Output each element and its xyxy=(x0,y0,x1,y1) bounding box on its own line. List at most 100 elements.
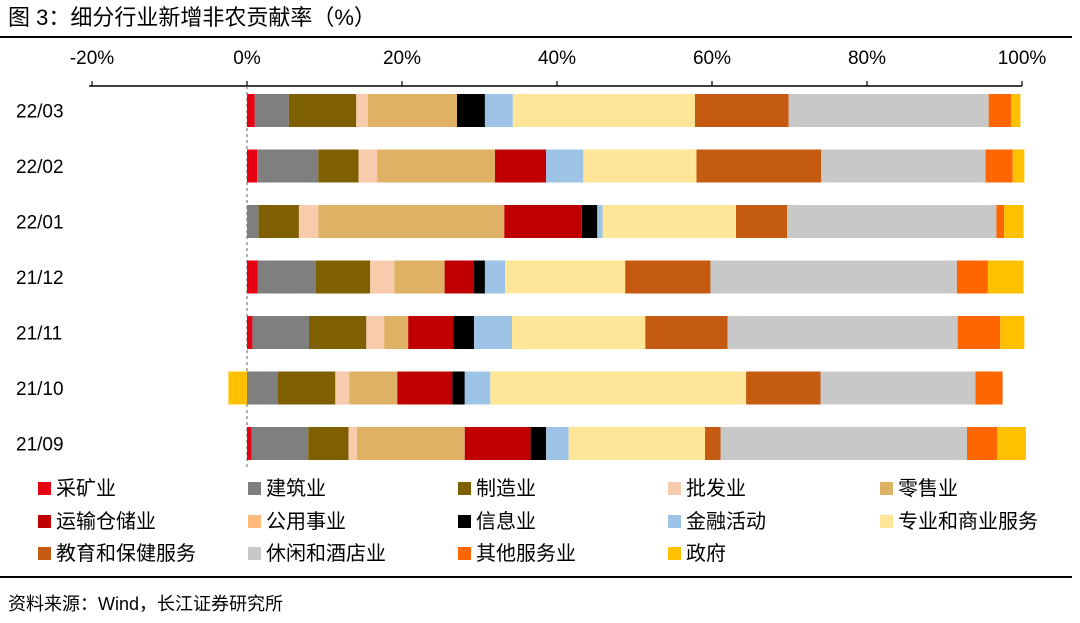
bar-segment-series-0-22-03 xyxy=(247,94,255,127)
y-tick-label: 21/12 xyxy=(16,268,64,289)
x-tick-label: -20% xyxy=(70,48,114,69)
legend-swatch xyxy=(880,515,893,528)
y-tick-label: 22/03 xyxy=(16,102,64,123)
bar-segment-series-5-21-12 xyxy=(444,260,475,294)
bar-segment-series-9-21-11 xyxy=(512,316,646,349)
bar-segment-series-13-21-10 xyxy=(228,371,247,405)
legend-label: 采矿业 xyxy=(56,477,116,500)
bar-segment-series-13-21-11 xyxy=(1000,316,1025,349)
bar-segment-series-13-22-02 xyxy=(1012,149,1025,183)
bar-segment-series-1-21-11 xyxy=(252,316,309,349)
legend-label: 教育和保健服务 xyxy=(56,542,196,565)
bar-segment-series-3-21-10 xyxy=(335,371,350,405)
y-tick-label: 21/11 xyxy=(16,324,62,345)
bar-segment-series-3-21-09 xyxy=(348,427,358,460)
bar-segment-series-7-22-03 xyxy=(457,94,485,127)
legend-swatch xyxy=(880,482,893,495)
y-tick-label: 22/02 xyxy=(16,157,64,178)
bar-segment-series-3-21-12 xyxy=(370,260,395,294)
bar-segment-series-3-22-01 xyxy=(298,205,319,238)
bar-segment-series-11-21-11 xyxy=(727,316,958,349)
bar-segment-series-2-21-10 xyxy=(278,371,336,405)
bar-segment-series-9-21-10 xyxy=(490,371,747,405)
bar-segment-series-1-22-01 xyxy=(247,205,259,238)
bar-segment-series-1-21-12 xyxy=(257,260,316,294)
bar-segment-series-7-21-09 xyxy=(530,427,547,460)
bar-segment-series-5-21-10 xyxy=(397,371,453,405)
bar-segment-series-9-22-02 xyxy=(583,149,697,183)
legend-label: 批发业 xyxy=(686,477,746,500)
bar-segment-series-0-21-12 xyxy=(247,260,258,294)
bar-segment-series-7-21-12 xyxy=(474,260,485,294)
legend-label: 政府 xyxy=(686,542,726,565)
bar-segment-series-11-21-12 xyxy=(710,260,957,294)
bar-segment-series-3-22-02 xyxy=(358,149,378,183)
bar-segment-series-0-21-09 xyxy=(247,427,252,460)
bar-segment-series-11-22-02 xyxy=(821,149,986,183)
legend-swatch xyxy=(38,482,51,495)
bar-segment-series-2-21-12 xyxy=(315,260,371,294)
legend-label: 金融活动 xyxy=(686,510,766,533)
bar-segment-series-9-22-01 xyxy=(602,205,737,238)
legend-swatch xyxy=(248,515,261,528)
legend-label: 建筑业 xyxy=(266,477,326,500)
bar-segment-series-12-21-12 xyxy=(956,260,988,294)
bar-segment-series-10-21-12 xyxy=(625,260,711,294)
legend-label: 公用事业 xyxy=(266,510,346,533)
bar-segment-series-9-21-09 xyxy=(568,427,706,460)
legend-swatch xyxy=(668,482,681,495)
legend-label: 信息业 xyxy=(476,510,536,533)
bar-segment-series-2-22-03 xyxy=(288,94,357,127)
legend-label: 制造业 xyxy=(476,477,536,500)
bar-segment-series-2-22-02 xyxy=(318,149,359,183)
plot-area xyxy=(228,94,1026,460)
bar-segment-series-5-21-11 xyxy=(408,316,454,349)
bar-segment-series-5-22-01 xyxy=(504,205,582,238)
bar-segment-series-4-22-01 xyxy=(318,205,505,238)
legend-swatch xyxy=(668,547,681,560)
legend-swatch xyxy=(248,482,261,495)
bar-segment-series-0-22-02 xyxy=(247,149,258,183)
x-tick-label: 20% xyxy=(383,48,421,69)
bar-segment-series-7-22-01 xyxy=(581,205,598,238)
bar-segment-series-12-21-09 xyxy=(966,427,998,460)
legend-swatch xyxy=(458,515,471,528)
legend-label: 其他服务业 xyxy=(476,542,576,565)
bar-segment-series-7-21-10 xyxy=(452,371,465,405)
legend-swatch xyxy=(668,515,681,528)
bar-segment-series-13-21-12 xyxy=(987,260,1024,294)
bar-segment-series-12-21-11 xyxy=(957,316,1001,349)
bar-segment-series-10-22-01 xyxy=(736,205,788,238)
bar-segment-series-5-22-02 xyxy=(495,149,547,183)
bar-segment-series-12-22-03 xyxy=(988,94,1012,127)
bar-segment-series-3-21-11 xyxy=(366,316,385,349)
y-axis-labels: 22/03 22/02 22/01 21/12 21/11 21/10 21/09 xyxy=(16,102,64,456)
bar-segment-series-9-21-12 xyxy=(505,260,626,294)
source-note: 资料来源：Wind，长江证券研究所 xyxy=(8,594,284,614)
bar-segment-series-12-21-10 xyxy=(975,371,1003,405)
bar-segment-series-4-22-02 xyxy=(377,149,495,183)
y-tick-label: 21/10 xyxy=(16,379,64,400)
bar-segment-series-10-22-02 xyxy=(696,149,822,183)
legend-swatch xyxy=(458,482,471,495)
bar-segment-series-4-21-11 xyxy=(384,316,409,349)
figure-title: 图 3：细分行业新增非农贡献率（%） xyxy=(8,5,376,30)
bar-segment-series-8-22-03 xyxy=(484,94,513,127)
bar-segment-series-1-22-03 xyxy=(254,94,289,127)
bar-segment-series-3-22-03 xyxy=(356,94,368,127)
bar-segment-series-8-21-11 xyxy=(474,316,513,349)
legend-swatch xyxy=(38,515,51,528)
footer-divider xyxy=(0,576,1072,578)
x-tick-label: 40% xyxy=(538,48,576,69)
x-tick-label: 0% xyxy=(233,48,261,69)
bar-segment-series-8-22-01 xyxy=(597,205,603,238)
stacked-bar-chart: -20% 0% 20% 40% 60% 80% 100% 22/03 22/02 22/01 21… xyxy=(16,48,1046,565)
bar-segment-series-2-21-09 xyxy=(308,427,349,460)
bar-segment-series-8-21-10 xyxy=(464,371,491,405)
bar-segment-series-13-22-03 xyxy=(1011,94,1021,127)
bar-segment-series-4-22-03 xyxy=(367,94,458,127)
bar-segment-series-9-22-03 xyxy=(512,94,695,127)
title-divider xyxy=(0,36,1072,38)
bar-segment-series-11-21-10 xyxy=(820,371,976,405)
